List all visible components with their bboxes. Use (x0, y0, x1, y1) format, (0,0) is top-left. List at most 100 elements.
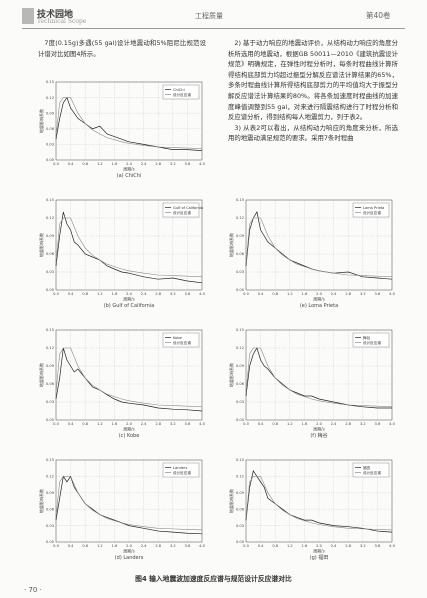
x-tick-label: 3.2 (360, 544, 366, 548)
x-tick-label: 0.4 (258, 422, 264, 426)
x-tick-label: 2.8 (155, 162, 161, 166)
series-line (55, 476, 203, 531)
series-line (55, 217, 203, 278)
x-tick-label: 2.0 (316, 422, 322, 426)
y-tick-label: 0.09 (236, 234, 245, 238)
y-axis-label: 地震影响系数 (38, 109, 44, 133)
y-axis-label: 地震影响系数 (38, 233, 44, 257)
x-tick-label: 1.2 (287, 422, 293, 426)
x-tick-label: 3.2 (170, 422, 176, 426)
x-tick-label: 4.0 (389, 544, 395, 548)
y-tick-label: 0.03 (236, 270, 244, 274)
x-tick-label: 2.4 (141, 422, 147, 426)
y-tick-label: 0.12 (236, 346, 244, 350)
x-axis-label: 周期/s (123, 296, 134, 302)
y-tick-label: 0.03 (46, 270, 54, 274)
page-number: · 70 · (24, 586, 42, 594)
y-tick-label: 0.15 (46, 458, 54, 462)
legend-label: 设计反应谱 (173, 340, 191, 345)
legend-label: 设计反应谱 (173, 210, 191, 215)
series-line (245, 476, 393, 531)
x-tick-label: 3.6 (185, 544, 191, 548)
x-tick-label: 0.8 (82, 544, 88, 548)
y-tick-label: 0.06 (236, 382, 245, 386)
x-tick-label: 0.8 (82, 422, 88, 426)
y-tick-label: 0.06 (46, 252, 55, 256)
x-tick-label: 2.4 (331, 292, 337, 296)
volume: 第40卷 (366, 11, 391, 20)
x-tick-label: 2.8 (155, 292, 161, 296)
x-tick-label: 2.0 (316, 292, 322, 296)
y-tick-label: 0.12 (46, 475, 54, 479)
x-tick-label: 0.4 (258, 544, 264, 548)
x-tick-label: 0.0 (243, 544, 249, 548)
legend-label: Gulf of California (173, 206, 203, 210)
y-tick-label: 0.03 (46, 143, 54, 147)
y-axis-label: 地震影响系数 (38, 489, 44, 513)
y-tick-label: 0.00 (236, 540, 245, 544)
x-tick-label: 3.2 (170, 162, 176, 166)
x-tick-label: 0.4 (68, 422, 74, 426)
y-tick-label: 0.15 (46, 328, 54, 332)
header-rule (22, 28, 405, 29)
y-tick-label: 0.00 (236, 288, 245, 292)
x-tick-label: 2.4 (331, 422, 337, 426)
legend-label: Loma Prieta (363, 206, 384, 210)
y-tick-label: 0.03 (46, 524, 54, 528)
x-tick-label: 0.8 (82, 162, 88, 166)
y-tick-label: 0.15 (236, 198, 244, 202)
x-axis-label: 周期/s (313, 426, 324, 432)
y-tick-label: 0.09 (46, 234, 55, 238)
y-tick-label: 0.06 (236, 252, 245, 256)
y-tick-label: 0.15 (46, 198, 54, 202)
logo-mark (22, 8, 34, 24)
x-tick-label: 3.2 (170, 292, 176, 296)
paragraph: 2) 基于动力响应的地震动评价，从结构动力响应的角度分析所选用的地震动，根据GB… (228, 38, 398, 144)
figure-caption: 图4 输入地震波加速度反应谱与规范设计反应谱对比 (135, 575, 292, 583)
y-tick-label: 0.09 (236, 491, 245, 495)
x-tick-label: 1.2 (287, 544, 293, 548)
x-axis-label: 周期/s (123, 166, 134, 172)
legend-box (162, 202, 200, 218)
x-tick-label: 0.0 (243, 422, 249, 426)
x-tick-label: 0.0 (53, 544, 59, 548)
x-tick-label: 0.0 (243, 292, 249, 296)
x-tick-label: 1.2 (97, 422, 103, 426)
x-tick-label: 4.0 (199, 422, 205, 426)
y-tick-label: 0.06 (46, 382, 55, 386)
legend-box (352, 202, 390, 218)
legend-label: 设计反应谱 (363, 210, 381, 215)
y-tick-label: 0.12 (46, 346, 54, 350)
legend-box (352, 462, 390, 478)
x-tick-label: 3.6 (185, 162, 191, 166)
x-tick-label: 3.6 (375, 292, 381, 296)
legend-label: ChiChi (173, 88, 185, 92)
y-tick-label: 0.03 (46, 400, 54, 404)
y-axis-label: 地震影响系数 (228, 363, 234, 387)
x-tick-label: 3.6 (185, 422, 191, 426)
x-tick-label: 3.6 (375, 544, 381, 548)
chart-caption: (f) 梅谷 (310, 432, 327, 439)
x-axis-label: 周期/s (123, 426, 134, 432)
x-axis-label: 周期/s (123, 548, 134, 554)
series-line (245, 347, 393, 408)
x-tick-label: 2.0 (126, 422, 132, 426)
chart-caption: (a) ChiChi (117, 173, 142, 179)
legend-box (352, 332, 390, 348)
chart-caption: (e) Loma Prieta (300, 303, 338, 309)
paragraph: 7度(0.15g)多遇(55 gal)设计地震动和5%阻尼比规范设计谱对比如图4… (38, 39, 206, 58)
y-tick-label: 0.12 (236, 475, 244, 479)
y-tick-label: 0.00 (46, 158, 55, 162)
legend-label: 设计反应谱 (173, 92, 191, 97)
x-tick-label: 3.2 (360, 292, 366, 296)
x-tick-label: 3.2 (170, 544, 176, 548)
x-tick-label: 2.8 (155, 544, 161, 548)
legend-label: 福田 (363, 465, 371, 470)
x-tick-label: 4.0 (199, 292, 205, 296)
legend-box (162, 462, 200, 478)
plot-frame (245, 459, 393, 543)
y-tick-label: 0.12 (46, 96, 54, 100)
y-tick-label: 0.09 (46, 111, 55, 115)
